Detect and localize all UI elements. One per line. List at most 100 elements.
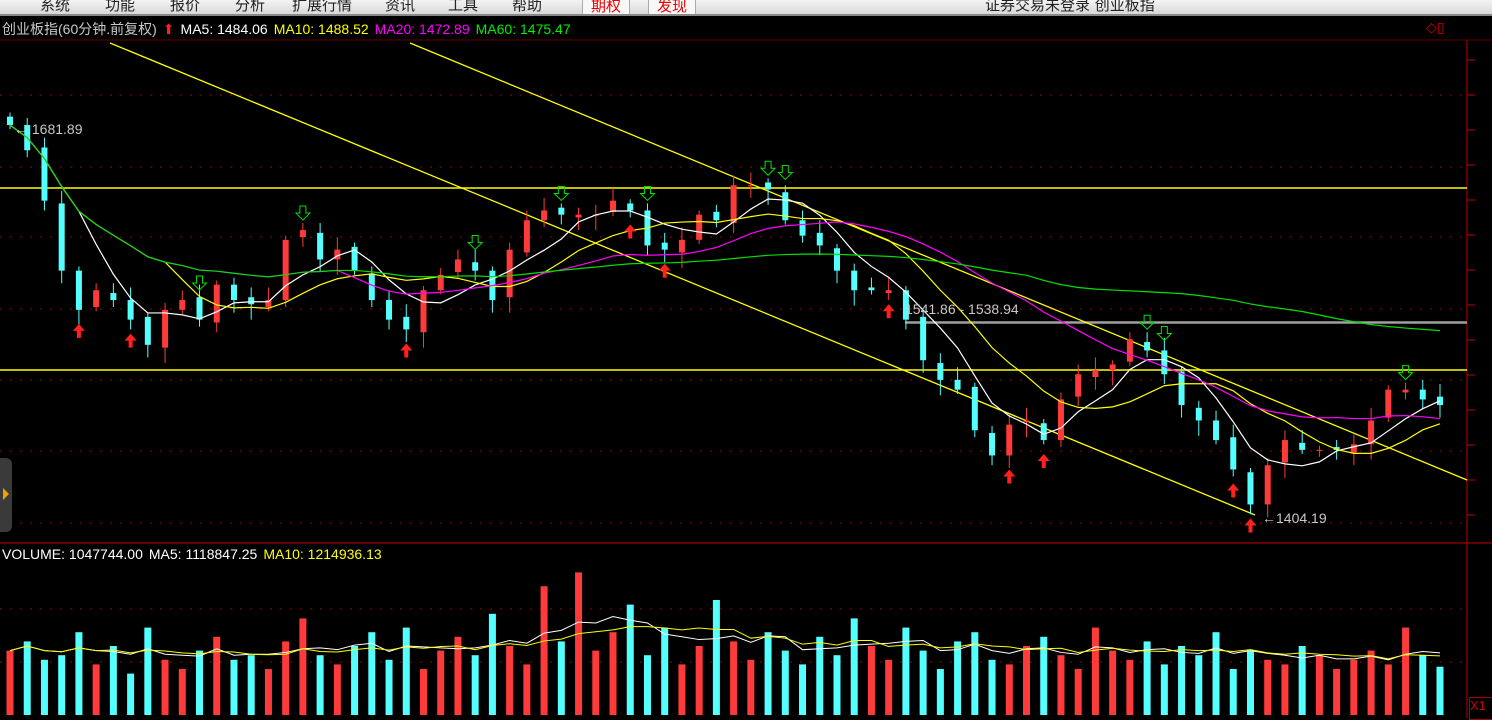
candle-body xyxy=(1195,407,1202,421)
menu-function[interactable]: 功能 xyxy=(105,0,136,14)
volume-bar xyxy=(592,650,600,715)
volume-bar xyxy=(954,641,962,715)
volume-bar xyxy=(1246,650,1254,715)
candle-body xyxy=(730,185,737,224)
candle-body xyxy=(1161,350,1168,375)
menu-news[interactable]: 资讯 xyxy=(385,0,416,14)
volume-bar xyxy=(1315,655,1323,715)
candle-body xyxy=(523,220,530,253)
candle-body xyxy=(317,232,324,260)
volume-bar xyxy=(712,600,720,715)
candle-body xyxy=(1281,440,1288,463)
candle-body xyxy=(696,214,703,240)
candle-body xyxy=(1316,449,1323,451)
volume-bar xyxy=(1091,627,1099,715)
candle-body xyxy=(747,185,754,187)
volume-bar xyxy=(678,664,686,715)
diamond-icon[interactable]: ◇ xyxy=(1426,20,1437,36)
menu-discover[interactable]: 发现 xyxy=(648,0,697,14)
candle-body xyxy=(1264,465,1271,505)
candle-body xyxy=(1368,420,1375,445)
candle-body xyxy=(627,203,634,211)
volume-bar xyxy=(609,632,617,715)
candle-body xyxy=(920,316,927,361)
candle-body xyxy=(248,297,255,305)
buy-arrow-icon xyxy=(72,323,85,338)
volume-bar xyxy=(1005,664,1013,715)
sidebar-toggle-handle[interactable] xyxy=(0,458,12,532)
menu-extended[interactable]: 扩展行情 xyxy=(292,0,353,14)
volume-bar xyxy=(850,618,858,715)
volume-bar xyxy=(747,659,755,715)
volume-bar xyxy=(471,655,479,715)
ma10-line xyxy=(9,124,1441,454)
volume-bar xyxy=(1040,636,1048,715)
candle-body xyxy=(403,316,410,330)
menu-analysis[interactable]: 分析 xyxy=(235,0,266,14)
volume-bar xyxy=(368,632,376,715)
scale-button[interactable]: X1 xyxy=(1469,697,1492,720)
candle-body xyxy=(851,270,858,291)
candle-body xyxy=(1092,370,1099,378)
volume-bar xyxy=(661,627,669,715)
volume-bar xyxy=(885,659,893,715)
volume-bar xyxy=(540,586,548,715)
candle-body xyxy=(351,246,358,271)
ma60-line xyxy=(9,124,1441,332)
volume-bar xyxy=(781,650,789,715)
volume-bar xyxy=(402,627,410,715)
candle-body xyxy=(368,273,375,301)
volume-bar xyxy=(867,646,875,715)
volume-ma5-line xyxy=(9,616,1441,661)
volume-bar xyxy=(988,659,996,715)
volume-bar xyxy=(40,659,48,715)
candle-body xyxy=(196,297,203,320)
volume-bar xyxy=(936,669,944,715)
volume-bar xyxy=(230,659,238,715)
candle-body xyxy=(1040,423,1047,441)
candle-body xyxy=(971,386,978,431)
volume-bar xyxy=(351,646,359,715)
menu-bar: 系统 功能 报价 分析 扩展行情 资讯 工具 帮助 期权 发现 证券交易未登录 … xyxy=(0,0,1492,16)
volume-bar xyxy=(1384,664,1392,715)
ma60-legend: MA60: 1475.47 xyxy=(475,21,571,37)
volume-bar xyxy=(1229,669,1237,715)
candle-body xyxy=(902,290,909,320)
candle-body xyxy=(213,284,220,323)
candle-body xyxy=(1402,389,1409,393)
buy-arrow-icon xyxy=(1003,469,1016,484)
volume-bar xyxy=(1350,659,1358,715)
candle-body xyxy=(816,232,823,246)
candle-body xyxy=(1023,420,1030,422)
menu-tools[interactable]: 工具 xyxy=(448,0,479,14)
low-price-label: ←1404.19 xyxy=(1262,510,1327,526)
menu-help[interactable]: 帮助 xyxy=(512,0,543,14)
candle-body xyxy=(1213,420,1220,441)
candle-body xyxy=(885,290,892,294)
sell-arrow-icon xyxy=(466,234,484,251)
candle-body xyxy=(868,287,875,291)
candle-body xyxy=(230,284,237,301)
sell-arrow-icon xyxy=(191,275,208,291)
sell-arrow-icon xyxy=(1156,325,1173,342)
volume-bar xyxy=(6,650,14,715)
ma10-legend: MA10: 1488.52 xyxy=(273,21,369,37)
candle-body xyxy=(1419,389,1426,400)
menu-options[interactable]: 期权 xyxy=(582,0,631,14)
buy-arrow-icon xyxy=(124,333,137,348)
buy-arrow-icon xyxy=(1227,483,1240,498)
volume-bar xyxy=(730,641,738,715)
menu-quote[interactable]: 报价 xyxy=(170,0,201,14)
volume-bar xyxy=(1195,655,1203,715)
candle-body xyxy=(437,274,444,291)
candle-body xyxy=(7,116,13,126)
candle-body xyxy=(1385,389,1392,418)
volume-bar xyxy=(799,664,807,715)
panel-icon[interactable]: ▯ xyxy=(1436,20,1445,36)
sell-arrow-icon xyxy=(777,164,794,181)
candle-body xyxy=(713,211,720,221)
candle-body xyxy=(765,182,772,190)
candle-body xyxy=(334,249,341,260)
menu-system[interactable]: 系统 xyxy=(40,0,71,14)
